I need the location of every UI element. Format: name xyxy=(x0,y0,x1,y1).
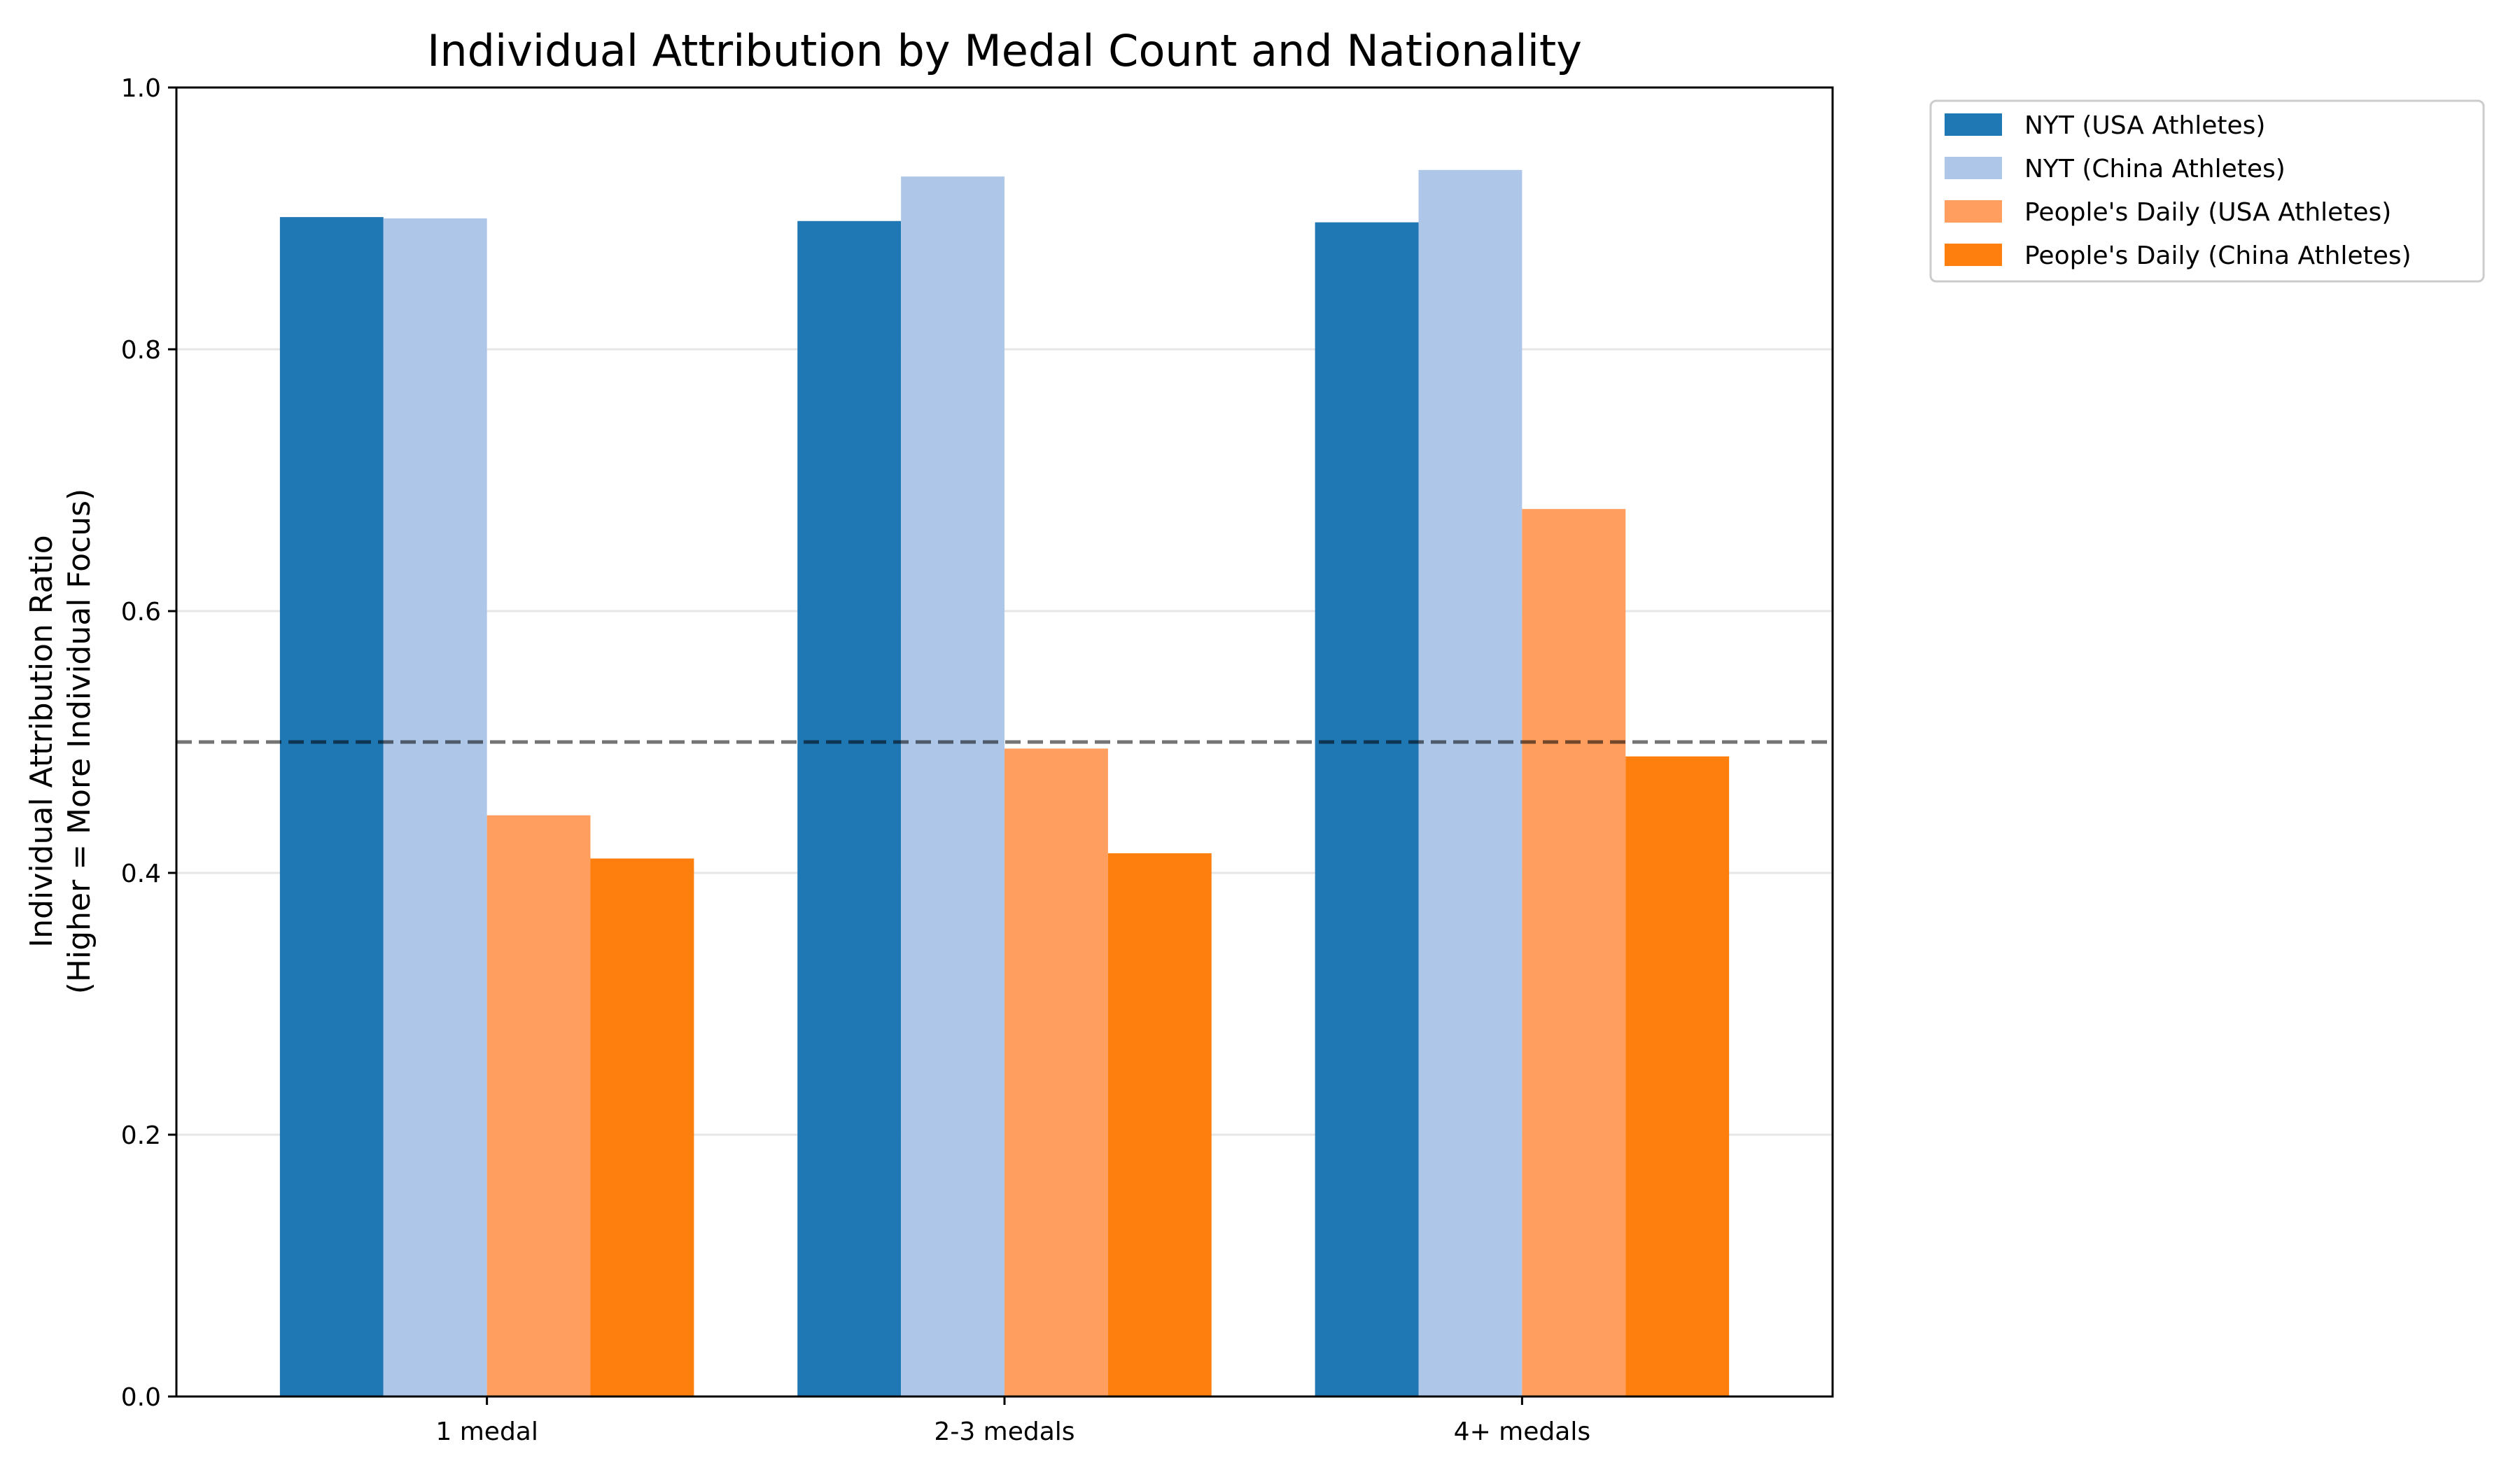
x-tick-label: 2-3 medals xyxy=(934,1418,1074,1446)
y-tick-label: 0.0 xyxy=(121,1383,161,1412)
y-tick-label: 0.6 xyxy=(121,598,161,626)
y-axis-label-line-2: (Higher = More Individual Focus) xyxy=(62,489,97,994)
bar-4-3 xyxy=(1625,756,1730,1396)
bar-2-2 xyxy=(901,176,1004,1396)
x-tick-label: 4+ medals xyxy=(1454,1418,1590,1446)
legend-label: People's Daily (USA Athletes) xyxy=(2024,198,2391,227)
x-tick-label: 1 medal xyxy=(435,1418,538,1446)
bar-1-3 xyxy=(1315,222,1419,1396)
y-tick-label: 1.0 xyxy=(121,74,161,103)
y-tick-label: 0.2 xyxy=(121,1121,161,1150)
bar-1-1 xyxy=(279,217,384,1396)
bar-3-2 xyxy=(1004,748,1108,1396)
legend-items: NYT (USA Athletes) NYT (China Athletes) Pe… xyxy=(1945,111,2412,270)
legend-swatch xyxy=(1945,244,2002,266)
bar-4-1 xyxy=(590,858,694,1396)
bar-3-1 xyxy=(486,815,591,1396)
legend: NYT (USA Athletes) NYT (China Athletes) Pe… xyxy=(1929,99,2485,283)
bar-2-3 xyxy=(1418,169,1522,1396)
bar-3-3 xyxy=(1522,509,1626,1396)
y-axis-label-line-1: Individual Attribution Ratio xyxy=(24,535,59,947)
legend-frame xyxy=(1929,99,2485,283)
legend-swatch xyxy=(1945,200,2002,223)
chart-title: Individual Attribution by Medal Count an… xyxy=(427,25,1582,76)
y-axis-label: Individual Attribution Ratio (Higher = M… xyxy=(24,489,97,994)
y-tick-label: 0.8 xyxy=(121,336,161,365)
x-axis-ticks: 1 medal 2-3 medals 4+ medals xyxy=(435,1396,1590,1446)
y-tick-label: 0.4 xyxy=(121,860,161,888)
legend-label: NYT (China Athletes) xyxy=(2024,155,2286,183)
legend-swatch xyxy=(1945,157,2002,179)
bar-2-1 xyxy=(383,218,487,1396)
legend-label: People's Daily (China Athletes) xyxy=(2024,241,2412,270)
bars xyxy=(279,169,1730,1396)
bar-4-2 xyxy=(1107,853,1212,1396)
bar-1-2 xyxy=(797,220,902,1396)
legend-label: NYT (USA Athletes) xyxy=(2024,111,2265,140)
legend-swatch xyxy=(1945,113,2002,136)
y-axis-ticks: 0.0 0.2 0.4 0.6 0.8 1.0 xyxy=(121,74,176,1412)
